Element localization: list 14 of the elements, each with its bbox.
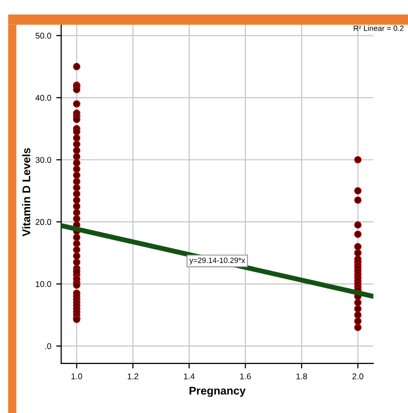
x-tick-label: 2.0 (352, 373, 364, 380)
y-tick-label: 50.0 (36, 32, 52, 39)
x-tick-label: 1.2 (128, 373, 138, 380)
y-tick-label: 40.0 (35, 94, 52, 101)
x-axis-title: Pregnancy (190, 386, 246, 397)
x-tick-label: 1.8 (296, 373, 308, 380)
y-axis-title: Vitamin D Levels (22, 148, 30, 236)
y-tick-label: 10.0 (36, 281, 52, 288)
y-tick-label: 20.0 (36, 219, 52, 225)
y-tick-label: .0 (45, 343, 52, 350)
x-tick-label: 1.0 (72, 373, 82, 380)
y-tick-label: 30.0 (36, 156, 52, 163)
x-tick-label: 1.6 (240, 373, 251, 380)
x-tick-label: 1.4 (184, 373, 195, 380)
